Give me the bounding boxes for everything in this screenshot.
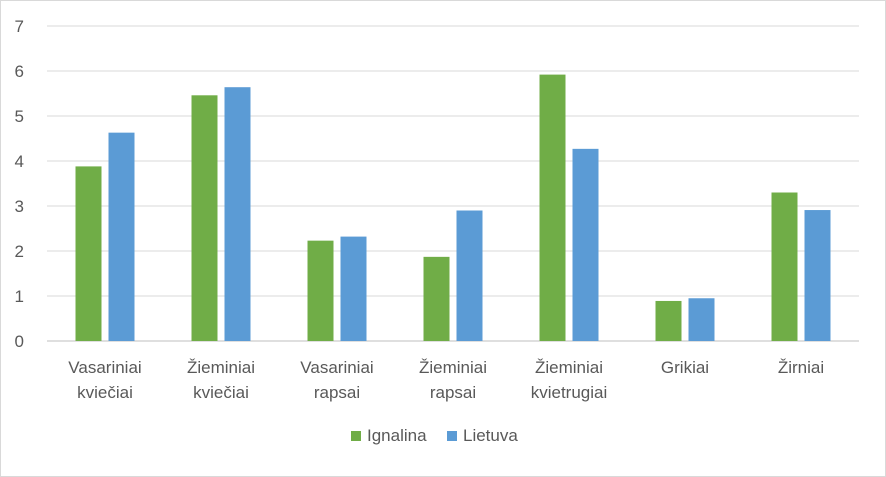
y-tick-label: 3 — [15, 197, 24, 216]
x-category-label: Žieminiai — [419, 358, 487, 377]
bar-ignalina — [771, 192, 798, 341]
x-category-label: Žirniai — [778, 358, 824, 377]
bar-ignalina — [539, 74, 566, 341]
bar-ignalina — [75, 166, 102, 341]
bar-ignalina — [655, 300, 682, 341]
y-tick-label: 6 — [15, 62, 24, 81]
bar-lietuva — [572, 148, 599, 341]
legend-label: Ignalina — [367, 426, 427, 445]
y-tick-label: 2 — [15, 242, 24, 261]
x-category-label: Žieminiai — [535, 358, 603, 377]
legend-label: Lietuva — [463, 426, 518, 445]
x-category-label: rapsai — [314, 383, 360, 402]
bar-ignalina — [423, 256, 450, 341]
x-category-label: kvietrugiai — [531, 383, 608, 402]
y-tick-label: 1 — [15, 287, 24, 306]
y-tick-label: 0 — [15, 332, 24, 351]
y-tick-label: 5 — [15, 107, 24, 126]
bar-lietuva — [804, 210, 831, 341]
bar-ignalina — [191, 95, 218, 341]
bar-ignalina — [307, 240, 334, 341]
bar-lietuva — [456, 210, 483, 341]
x-category-label: kviečiai — [77, 383, 133, 402]
x-category-label: Žieminiai — [187, 358, 255, 377]
legend-swatch — [351, 431, 361, 441]
bar-lietuva — [340, 236, 367, 341]
x-category-label: rapsai — [430, 383, 476, 402]
bar-lietuva — [108, 132, 135, 341]
y-tick-label: 4 — [15, 152, 24, 171]
x-category-label: Vasariniai — [300, 358, 373, 377]
x-category-label: Vasariniai — [68, 358, 141, 377]
y-tick-label: 7 — [15, 17, 24, 36]
legend-swatch — [447, 431, 457, 441]
bar-lietuva — [224, 87, 251, 341]
bar-lietuva — [688, 298, 715, 341]
x-category-label: Grikiai — [661, 358, 709, 377]
x-category-label: kviečiai — [193, 383, 249, 402]
